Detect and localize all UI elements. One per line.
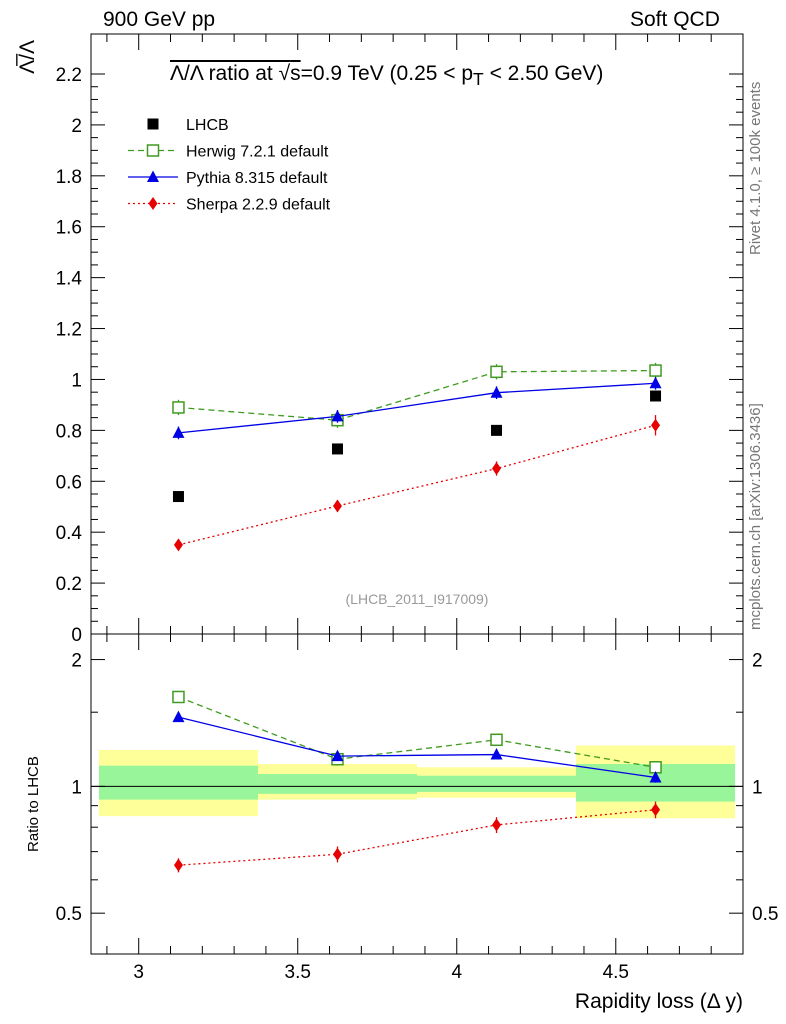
title-main: Λ/Λ ratio at √	[170, 62, 291, 85]
legend-lhcb-marker	[147, 118, 159, 130]
ratio-pythia-line	[178, 716, 656, 779]
legend-sherpa-label: Sherpa 2.2.9 default	[186, 197, 331, 214]
ratio-pythia-point	[490, 748, 503, 760]
header-left: 900 GeV pp	[103, 8, 216, 31]
ratio-sherpa-point	[332, 847, 342, 861]
main-pythia-point	[172, 426, 185, 438]
ratio-herwig-line	[178, 696, 656, 768]
ratio-y-tick-label-right: 2	[752, 651, 763, 672]
main-series	[172, 362, 662, 552]
x-axis-title: Rapidity loss (Δ y)	[575, 990, 743, 1013]
y-tick-label: 0.2	[56, 574, 82, 595]
legend-pythia-marker	[147, 170, 159, 182]
main-sherpa-point	[173, 538, 183, 552]
ratio-pythia-point	[331, 749, 344, 762]
ratio-sherpa-line	[178, 809, 656, 866]
main-pythia-point	[331, 409, 344, 422]
ratio-axis-title: Ratio to LHCB	[25, 756, 42, 852]
main-pythia-line	[178, 382, 656, 434]
title-sqrt-s: s	[290, 62, 301, 85]
ratio-pythia-point	[649, 770, 662, 783]
y-tick-label: 2.2	[56, 65, 82, 86]
title-sub: T	[473, 69, 484, 90]
main-pythia-point	[649, 376, 662, 389]
y-tick-label: 1	[71, 370, 82, 391]
ratio-pythia-point	[172, 710, 185, 723]
ratio-sherpa-point	[173, 858, 183, 872]
legend: LHCB Herwig 7.2.1 default Pythia 8.315 def…	[128, 117, 331, 214]
title-post: < 2.50 GeV)	[483, 62, 604, 85]
main-herwig-point	[490, 365, 503, 379]
x-tick-label: 4.5	[603, 962, 629, 983]
y-axis-title: Λ̅/Λ	[16, 40, 39, 74]
axis-ticks	[91, 34, 744, 954]
legend-pythia-label: Pythia 8.315 default	[186, 170, 328, 187]
legend-sherpa-marker	[148, 197, 158, 210]
y-tick-label: 0.4	[56, 523, 83, 544]
y-tick-label: 1.6	[56, 218, 82, 239]
y-tick-label: 1.4	[56, 269, 83, 290]
ratio-bands	[91, 745, 743, 819]
ratio-herwig-point	[490, 733, 503, 747]
y-tick-label: 1.2	[56, 320, 82, 341]
plot-title: Λ/Λ ratio at √s=0.9 TeV (0.25 < pT < 2.5…	[170, 62, 603, 90]
band-inner	[417, 775, 577, 792]
analysis-label: (LHCB_2011_I917009)	[346, 591, 489, 607]
ratio-y-tick-label: 0.5	[56, 904, 82, 925]
title-mid: =0.9 TeV (0.25 < p	[300, 62, 474, 85]
legend-herwig-marker	[146, 144, 160, 157]
header-right: Soft QCD	[630, 8, 720, 31]
x-tick-label: 4	[451, 962, 462, 983]
main-sherpa-point	[492, 462, 502, 476]
tick-labels: 0 0.2 0.4 0.6 0.8 1 1.2 1.4 1.6 1.8 2 2.2 0.5 0.5 1 1 2 2…	[56, 65, 779, 983]
y-tick-label: 0.6	[56, 472, 82, 493]
legend-herwig-label: Herwig 7.2.1 default	[186, 144, 329, 161]
main-herwig-point	[172, 401, 185, 414]
y-tick-label: 0.8	[56, 421, 82, 442]
main-lhcb-point	[172, 491, 184, 503]
ratio-y-tick-label: 1	[71, 777, 82, 798]
x-tick-label: 3.5	[285, 962, 311, 983]
y-tick-label: 0	[71, 625, 82, 646]
ratio-series	[172, 690, 662, 873]
band-inner	[98, 765, 258, 800]
main-sherpa-point	[332, 499, 342, 513]
ratio-y-tick-label-right: 1	[752, 777, 763, 798]
y-tick-label: 1.8	[56, 167, 82, 188]
main-sherpa-line	[178, 424, 656, 546]
main-lhcb-point	[491, 424, 503, 436]
ratio-y-tick-label: 2	[71, 651, 82, 672]
main-sherpa-point	[651, 418, 661, 432]
x-tick-label: 3	[133, 962, 144, 983]
band-inner	[257, 773, 417, 794]
legend-lhcb-label: LHCB	[186, 117, 229, 134]
y-tick-label: 2	[71, 116, 82, 137]
main-lhcb-point	[650, 390, 662, 402]
ratio-frame	[90, 633, 744, 955]
main-herwig-line	[178, 369, 656, 421]
main-lhcb-point	[331, 443, 343, 455]
ratio-y-tick-label-right: 0.5	[752, 904, 778, 925]
ratio-herwig-point	[172, 690, 185, 704]
main-herwig-point	[649, 364, 662, 377]
main-pythia-point	[490, 386, 503, 398]
ratio-sherpa-point	[651, 803, 661, 817]
ratio-sherpa-point	[492, 818, 502, 832]
